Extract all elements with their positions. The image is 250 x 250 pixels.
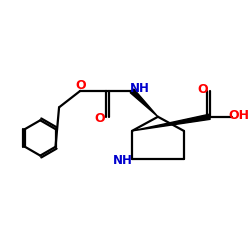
Text: O: O bbox=[76, 79, 86, 92]
Polygon shape bbox=[132, 114, 210, 131]
Text: O: O bbox=[94, 112, 105, 125]
Text: O: O bbox=[198, 83, 208, 96]
Polygon shape bbox=[130, 89, 158, 117]
Text: OH: OH bbox=[229, 109, 250, 122]
Text: NH: NH bbox=[113, 154, 133, 167]
Text: NH: NH bbox=[130, 82, 150, 96]
